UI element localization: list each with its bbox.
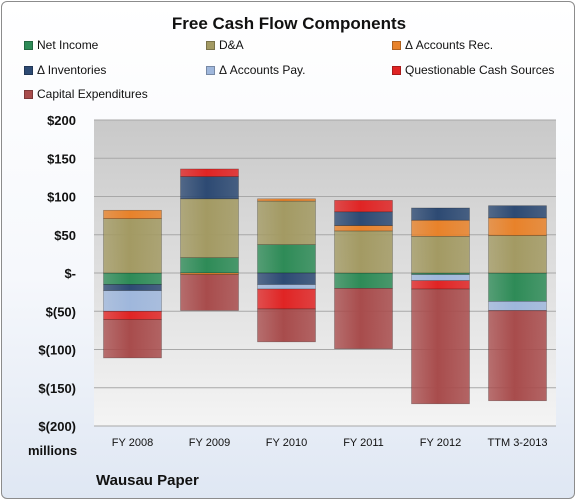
- legend-item: Δ Accounts Pay.: [206, 63, 306, 77]
- y-tick-label: $(200): [38, 419, 76, 434]
- bar-segment: [411, 219, 470, 237]
- legend-item: D&A: [206, 38, 244, 52]
- bar-segment: [488, 205, 547, 219]
- x-tick-label: TTM 3-2013: [488, 437, 548, 449]
- legend-swatch: [206, 65, 215, 75]
- legend-label: Capital Expenditures: [37, 87, 148, 101]
- bar-segment: [411, 207, 470, 221]
- y-tick-label: $(100): [38, 343, 76, 358]
- legend-item: Δ Inventories: [24, 63, 106, 77]
- bar-segment: [103, 272, 162, 285]
- x-tick-label: FY 2010: [266, 437, 307, 449]
- y-tick-label: $(50): [46, 304, 76, 319]
- bar-segment: [257, 244, 316, 274]
- bar-segment: [103, 284, 162, 291]
- x-tick-label: FY 2008: [112, 437, 153, 449]
- legend-swatch: [24, 40, 33, 50]
- bar-segment: [488, 301, 547, 311]
- legend-label: Δ Accounts Pay.: [219, 63, 306, 77]
- bar-segment: [257, 200, 316, 245]
- x-tick-label: FY 2011: [343, 437, 384, 449]
- legend-swatch: [206, 40, 215, 50]
- legend-label: D&A: [219, 38, 244, 52]
- bar-segment: [180, 198, 239, 258]
- bar-segment: [488, 272, 547, 302]
- bar-segment: [103, 290, 162, 312]
- y-tick-label: $150: [47, 151, 76, 166]
- bar-segment: [103, 209, 162, 219]
- bar-segment: [257, 284, 316, 290]
- bar-segment: [488, 217, 547, 236]
- legend-swatch: [392, 40, 401, 50]
- legend-label: Δ Inventories: [37, 63, 107, 77]
- bar-segment: [257, 272, 316, 285]
- bar-segment: [334, 225, 393, 232]
- bar-segment: [411, 274, 470, 281]
- legend-item: Questionable Cash Sources: [392, 63, 554, 77]
- y-tick-label: $(150): [38, 381, 76, 396]
- legend-item: Capital Expenditures: [24, 87, 148, 101]
- company-label: Wausau Paper: [96, 472, 199, 489]
- y-tick-label: $100: [47, 190, 76, 205]
- bar-segment: [411, 288, 470, 405]
- bar-segment: [103, 218, 162, 274]
- bar-segment: [257, 308, 316, 343]
- legend-label: Questionable Cash Sources: [405, 63, 555, 77]
- legend-swatch: [24, 89, 33, 99]
- bar-segment: [411, 280, 470, 290]
- legend-label: Δ Accounts Rec.: [405, 38, 494, 52]
- bar-segment: [180, 168, 239, 177]
- bar-segment: [180, 274, 239, 311]
- bar-segment: [411, 235, 470, 274]
- x-tick-label: FY 2012: [420, 437, 461, 449]
- bar-segment: [334, 211, 393, 226]
- y-tick-label: $-: [64, 266, 76, 281]
- bar-segment: [103, 319, 162, 359]
- bar-segment: [257, 288, 316, 310]
- bar-segment: [334, 200, 393, 213]
- bar-segment: [257, 198, 316, 202]
- bar-segment: [334, 230, 393, 274]
- bar-segment: [180, 176, 239, 200]
- x-tick-label: FY 2009: [189, 437, 230, 449]
- legend-swatch: [24, 65, 33, 75]
- y-tick-label: $50: [54, 228, 76, 243]
- bar-segment: [103, 310, 162, 320]
- bar-segment: [488, 235, 547, 274]
- bar-segment: [488, 310, 547, 402]
- legend-item: Δ Accounts Rec.: [392, 38, 493, 52]
- y-tick-label: $200: [47, 113, 76, 128]
- legend-swatch: [392, 65, 401, 75]
- legend-label: Net Income: [37, 38, 99, 52]
- bar-segment: [180, 257, 239, 274]
- bar-segment: [334, 272, 393, 289]
- chart-title: Free Cash Flow Components: [171, 14, 407, 33]
- legend-item: Net Income: [24, 38, 98, 52]
- bar-segment: [334, 287, 393, 350]
- units-label: millions: [28, 443, 78, 458]
